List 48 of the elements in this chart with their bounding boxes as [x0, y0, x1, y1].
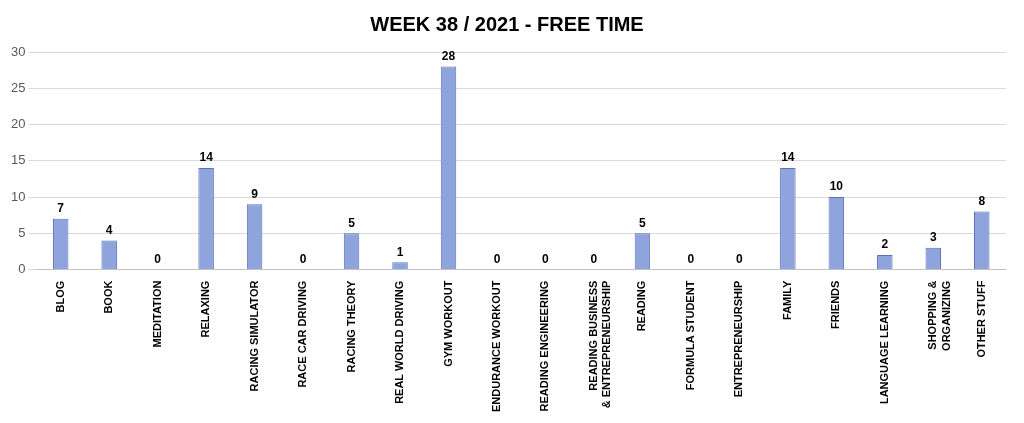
x-tick-label: READING ENGINEERING: [538, 280, 551, 412]
data-label: 14: [781, 150, 795, 165]
y-tick-label: 0: [18, 261, 26, 277]
data-label: 0: [736, 251, 744, 266]
data-label: 28: [441, 48, 456, 63]
x-tick-label: RACING THEORY: [344, 279, 357, 373]
y-tick-label: 10: [10, 188, 26, 204]
chart-title: WEEK 38 / 2021 - FREE TIME: [370, 12, 644, 35]
x-tick-label: BOOK: [102, 280, 115, 314]
x-tick-label: REAL WORLD DRIVING: [393, 280, 406, 404]
x-tick-label: READING BUSINESS & ENTREPRENEURSHIP: [586, 280, 613, 409]
y-tick-label: 5: [18, 224, 26, 240]
x-tick-label: RACING SIMULATOR: [247, 280, 260, 392]
x-tick-label: LANGUAGE LEARNING: [877, 280, 890, 405]
x-tick-label: ENTREPRENEURSHIP: [732, 280, 745, 398]
data-label: 1: [396, 244, 404, 259]
data-label: 2: [881, 237, 889, 252]
data-label: 0: [542, 251, 550, 266]
data-label: 14: [199, 150, 214, 165]
y-tick-label: 25: [10, 79, 26, 95]
x-tick-label: FRIENDS: [829, 280, 842, 329]
x-tick-label: ENDURANCE WORKOUT: [490, 280, 503, 413]
x-tick-label: FORMULA STUDENT: [683, 280, 696, 391]
x-tick-label: RACE CAR DRIVING: [296, 280, 309, 388]
x-tick-label: MEDITATION: [150, 280, 163, 348]
data-label: 0: [493, 251, 501, 266]
data-label: 0: [299, 251, 307, 266]
data-label: 3: [929, 230, 937, 245]
data-label: 10: [829, 179, 844, 194]
y-tick-label: 30: [10, 43, 26, 59]
data-label: 0: [687, 251, 695, 266]
x-tick-label: OTHER STUFF: [974, 280, 987, 358]
data-label: 5: [348, 215, 356, 230]
x-tick-label: READING: [635, 280, 648, 332]
data-label: 7: [57, 201, 65, 216]
x-tick-label: RELAXING: [199, 280, 212, 338]
y-tick-label: 15: [10, 152, 26, 168]
data-label: 0: [154, 251, 162, 266]
data-label: 4: [105, 222, 113, 237]
x-tick-label: SHOPPING & ORGANIZING: [926, 280, 952, 351]
data-label: 0: [590, 251, 598, 266]
data-label: 5: [639, 215, 647, 230]
x-tick-label: BLOG: [53, 280, 66, 313]
data-label: 9: [251, 186, 259, 201]
x-tick-label: FAMILY: [780, 279, 793, 320]
y-tick-label: 20: [10, 116, 26, 132]
data-label: 8: [978, 193, 986, 208]
x-tick-label: GYM WORKOUT: [441, 280, 454, 367]
